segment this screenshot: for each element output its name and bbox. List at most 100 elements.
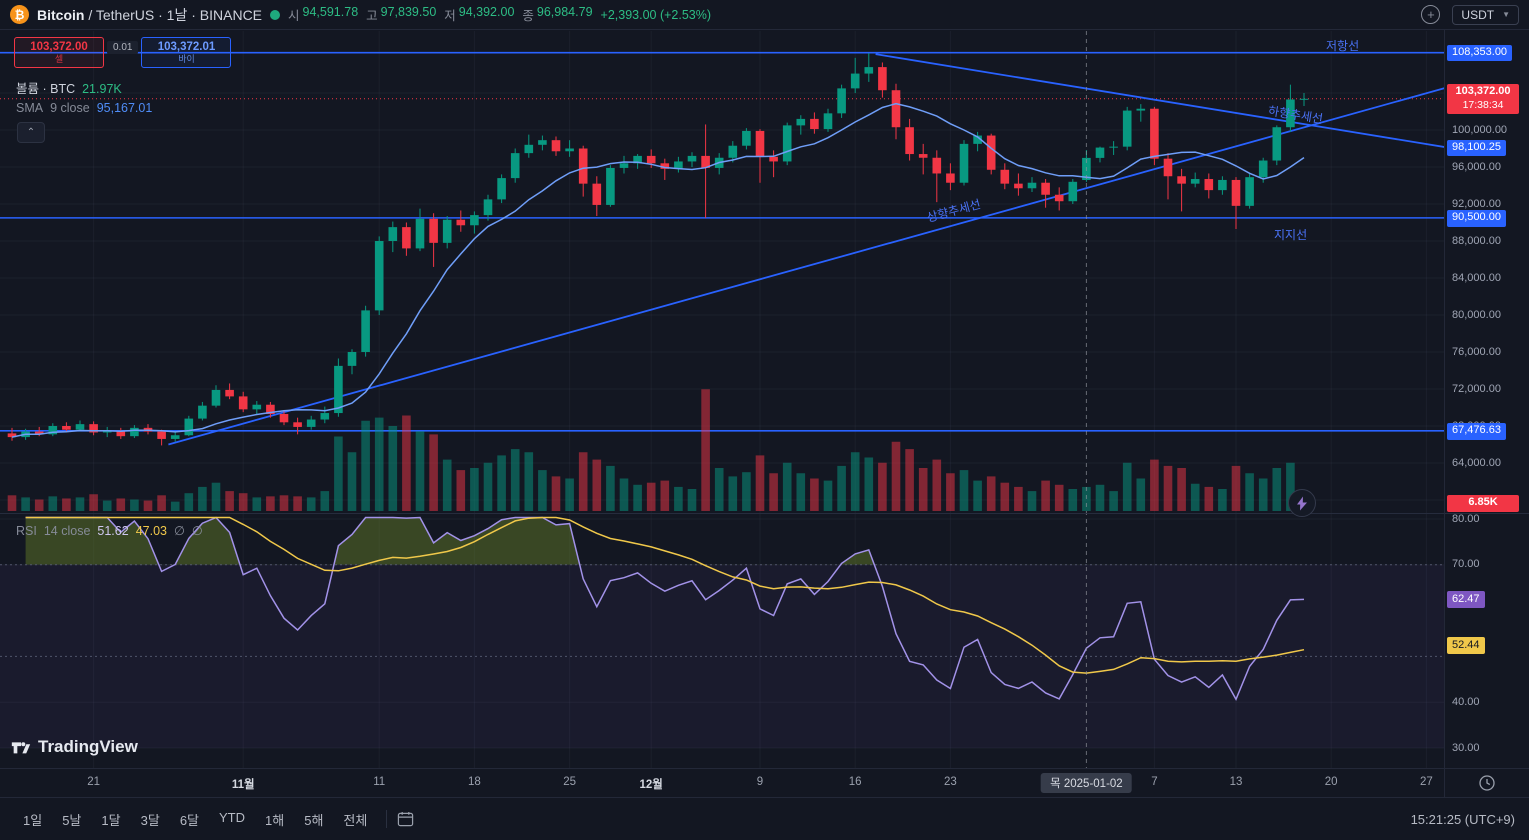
rsi-axis-label: 40.00 <box>1452 695 1480 708</box>
sell-label: 셀 <box>54 53 64 64</box>
close-label: 종 <box>522 9 534 23</box>
rsi-ma-value-badge: 52.44 <box>1447 637 1485 654</box>
axis-corner[interactable] <box>1445 768 1529 797</box>
volume-legend-value: 21.97K <box>82 82 122 96</box>
price-axis-label: 92,000.00 <box>1452 197 1501 210</box>
go-to-date-button[interactable] <box>397 811 414 828</box>
calendar-icon <box>398 811 414 826</box>
price-axis-label: 96,000.00 <box>1452 160 1501 173</box>
countdown-timer: 17:38:34 <box>1462 99 1504 112</box>
rsi-legend-extra-1: ∅ <box>173 524 185 538</box>
sell-button[interactable]: 103,372.00 셀 <box>14 37 104 68</box>
currency-value: USDT <box>1461 7 1495 22</box>
price-axis-label: 64,000.00 <box>1452 456 1501 469</box>
tradingview-logo-text: TradingView <box>38 737 138 756</box>
bottom-toolbar: 1일 5날 1달 3달 6달 YTD 1해 5해 전체 15:21:25 (UTC+9) <box>0 797 1529 840</box>
rsi-legend-label: RSI <box>16 524 37 538</box>
range-button-1해[interactable]: 1해 <box>265 812 285 828</box>
time-axis-label: 25 <box>563 776 576 788</box>
range-button-6달[interactable]: 6달 <box>179 812 200 828</box>
add-compare-icon[interactable]: + <box>1421 5 1441 24</box>
downtrend-price-badge: 98,100.25 <box>1447 139 1506 157</box>
price-axis-label: 72,000.00 <box>1452 382 1501 395</box>
collapse-indicators-button[interactable]: ⌃ <box>17 122 45 143</box>
change-value: +2,393.00 (+2.53%) <box>600 7 712 22</box>
symbol-title[interactable]: Bitcoin / TetherUS · 1날 · BINANCE <box>37 5 262 25</box>
lightning-icon[interactable] <box>1288 489 1316 517</box>
time-axis-label: 12월 <box>639 779 663 791</box>
toolbar-clock[interactable]: 15:21:25 (UTC+9) <box>1410 811 1515 827</box>
sma-legend-params: 9 close <box>50 101 90 115</box>
time-axis-label: 21 <box>87 776 100 788</box>
toolbar-divider <box>386 810 388 828</box>
rsi-axis-label: 80.00 <box>1452 512 1480 525</box>
time-axis-label: 27 <box>1419 776 1433 788</box>
time-axis-label: 18 <box>467 776 481 788</box>
rsi-legend[interactable]: RSI 14 close 51.62 47.03 ∅ ∅ <box>16 523 203 538</box>
range-button-YTD[interactable]: YTD <box>219 809 246 825</box>
low-label: 저 <box>444 9 456 23</box>
buy-button[interactable]: 103,372.01 바이 <box>141 37 232 68</box>
time-axis-label: 11 <box>373 776 386 788</box>
open-value: 94,591.78 <box>302 5 359 19</box>
crosshair-date-badge: 목 2025-01-02 <box>1041 773 1132 793</box>
price-axis-label: 80,000.00 <box>1452 308 1501 321</box>
sma-legend-value: 95,167.01 <box>96 101 153 115</box>
price-axis-label: 76,000.00 <box>1452 345 1501 358</box>
close-value: 96,984.79 <box>536 5 593 19</box>
resistance-price-badge: 108,353.00 <box>1447 44 1513 62</box>
rsi-value-badge: 62.47 <box>1447 591 1485 609</box>
volume-legend-label: 볼륨 · BTC <box>16 82 76 96</box>
level-price-badge: 67,476.63 <box>1447 422 1506 440</box>
range-buttons: 1일 5날 1달 3달 6달 YTD 1해 5해 전체 <box>14 806 376 833</box>
bitcoin-logo-icon: ₿ <box>10 5 29 24</box>
tradingview-logo[interactable]: TradingView <box>10 736 138 758</box>
buy-label: 바이 <box>178 53 195 64</box>
rsi-axis-label: 30.00 <box>1452 741 1480 754</box>
volume-legend[interactable]: 볼륨 · BTC 21.97K <box>16 78 122 97</box>
sma-legend[interactable]: SMA 9 close 95,167.01 <box>16 101 152 115</box>
chevron-down-icon: ▼ <box>1502 10 1510 19</box>
sell-price: 103,372.00 <box>30 40 88 53</box>
range-button-3달[interactable]: 3달 <box>140 812 160 828</box>
resistance-line-label[interactable]: 저항선 <box>1326 39 1360 53</box>
rsi-axis-label: 70.00 <box>1452 558 1480 571</box>
time-axis-label: 7 <box>1151 776 1158 788</box>
time-axis-label: 16 <box>848 776 862 788</box>
price-axis[interactable]: 104,000.00100,000.0096,000.0092,000.0088… <box>1444 30 1529 797</box>
time-axis-label: 13 <box>1229 776 1243 788</box>
time-axis[interactable]: 21 11월 11 18 25 12월 9 16 23 7 13 20 27 목 2025-01-02 <box>0 768 1445 798</box>
chart-header: ₿ Bitcoin / TetherUS · 1날 · BINANCE 시 94,… <box>0 0 1529 30</box>
range-button-1달[interactable]: 1달 <box>101 812 121 828</box>
high-value: 97,839.50 <box>380 5 437 19</box>
time-axis-label: 23 <box>943 776 957 788</box>
range-button-5날[interactable]: 5날 <box>62 812 82 828</box>
rsi-legend-params: 14 close <box>43 524 91 538</box>
time-axis-label: 20 <box>1324 776 1338 788</box>
clock-icon <box>1479 775 1495 791</box>
ohlc-readout: 시 94,591.78 고 97,839.50 저 94,392.00 종 96,984… <box>288 5 719 24</box>
currency-selector[interactable]: USDT ▼ <box>1452 4 1519 25</box>
rsi-legend-value: 51.62 <box>97 524 129 538</box>
rsi-ma-legend-value: 47.03 <box>135 524 167 538</box>
sma-legend-label: SMA <box>16 101 44 115</box>
spread-value: 0.01 <box>107 41 139 54</box>
support-price-badge: 90,500.00 <box>1447 209 1506 227</box>
tradingview-logo-icon <box>11 742 31 754</box>
volume-badge: 6.85K <box>1447 494 1519 512</box>
high-label: 고 <box>366 9 378 23</box>
low-value: 94,392.00 <box>458 5 515 19</box>
price-axis-label: 84,000.00 <box>1452 271 1501 284</box>
support-line-label[interactable]: 지지선 <box>1274 228 1308 242</box>
rsi-legend-extra-2: ∅ <box>191 524 203 538</box>
range-button-전체[interactable]: 전체 <box>343 812 368 828</box>
market-status-dot <box>270 9 281 20</box>
buy-price: 103,372.01 <box>157 40 216 53</box>
symbol-detail: / TetherUS · 1날 · BINANCE <box>88 6 263 23</box>
range-button-1일[interactable]: 1일 <box>23 812 43 828</box>
price-axis-label: 100,000.00 <box>1452 123 1508 136</box>
open-label: 시 <box>288 9 300 23</box>
range-button-5해[interactable]: 5해 <box>304 812 324 828</box>
